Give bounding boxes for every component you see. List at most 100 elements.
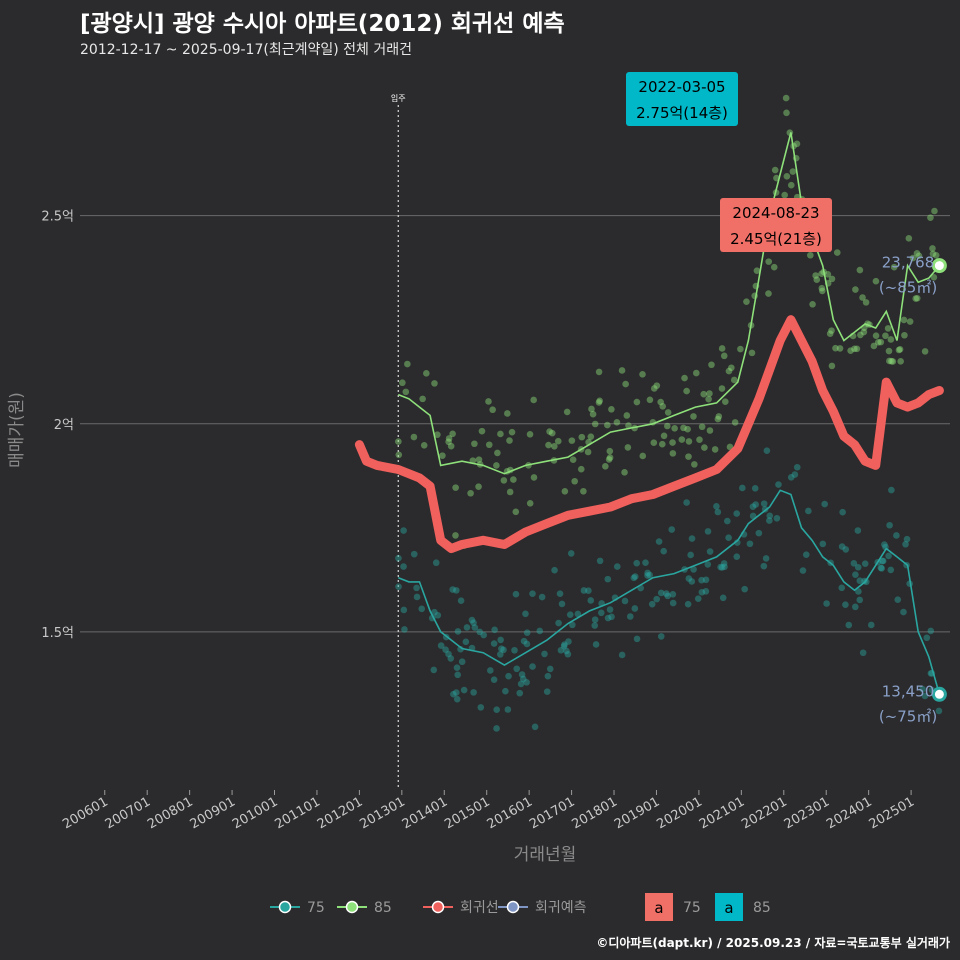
legend-item-label: 85 [374, 900, 392, 916]
transaction-point [847, 347, 854, 354]
transaction-point [708, 361, 715, 369]
transaction-point [807, 251, 814, 259]
transaction-point [720, 352, 728, 360]
transaction-point [836, 345, 844, 352]
transaction-point [646, 396, 654, 404]
transaction-point [453, 695, 461, 703]
transaction-point [733, 510, 741, 517]
transaction-point [789, 168, 797, 175]
transaction-point [460, 686, 468, 694]
transaction-point [468, 616, 476, 624]
callout-date: 2024-08-23 [732, 204, 819, 222]
transaction-point [702, 588, 710, 595]
transaction-point [591, 616, 599, 623]
transaction-point [763, 447, 771, 454]
transaction-point [813, 276, 821, 284]
chart-subtitle: 2012-12-17 ~ 2025-09-17(최근계약일) 전체 거래건 [80, 42, 412, 58]
x-tick-label: 201201 [315, 794, 365, 832]
transaction-point [773, 514, 781, 522]
transaction-point [929, 250, 937, 258]
transaction-point [529, 663, 536, 670]
transaction-point [894, 596, 902, 604]
transaction-point [818, 284, 826, 292]
transaction-point [516, 689, 524, 697]
transaction-point [912, 295, 920, 302]
source-caption: ©디아파트(dapt.kr) / 2025.09.23 / 자료=국토교통부 실… [596, 936, 950, 950]
legend-item-label: 75 [307, 900, 325, 916]
transaction-point [823, 600, 830, 607]
transaction-point [595, 368, 603, 376]
transaction-point [685, 438, 693, 445]
transaction-point [783, 173, 791, 180]
transaction-point [760, 562, 768, 570]
transaction-point [418, 605, 426, 613]
transaction-point [688, 535, 696, 542]
x-tick-label: 200601 [60, 794, 110, 832]
transaction-point [805, 507, 812, 515]
transaction-point [826, 330, 834, 338]
transaction-point [520, 637, 528, 645]
transaction-point [569, 621, 576, 629]
transaction-point [819, 287, 826, 295]
transaction-point [504, 706, 512, 713]
transaction-point [597, 609, 605, 617]
transaction-point [832, 344, 839, 352]
transaction-point [725, 367, 733, 375]
series-85-line [398, 132, 941, 475]
transaction-point [604, 575, 612, 583]
transaction-point [437, 642, 445, 649]
x-tick-label: 200901 [188, 794, 238, 832]
transaction-point [493, 706, 500, 713]
transaction-point [551, 442, 558, 450]
legend-box-letter: a [724, 899, 733, 917]
legend-item-label: 회귀예측 [535, 900, 587, 916]
transaction-point [513, 665, 521, 673]
transaction-point [872, 332, 880, 340]
transaction-point [413, 593, 421, 601]
transaction-point [705, 395, 712, 403]
transaction-point [452, 532, 459, 539]
transaction-point [644, 572, 651, 579]
transaction-point [739, 484, 746, 492]
transaction-point [913, 249, 921, 257]
transaction-point [623, 412, 631, 419]
transaction-point [852, 571, 859, 579]
transaction-point [471, 624, 479, 631]
legend-item-label: 회귀선 [460, 900, 499, 916]
transaction-point [859, 294, 866, 301]
transaction-point [518, 671, 526, 678]
transaction-point [470, 619, 477, 627]
transaction-point [602, 462, 609, 470]
transaction-point [851, 345, 858, 353]
transaction-point [854, 527, 862, 534]
transaction-point [900, 608, 907, 616]
transaction-point [770, 263, 778, 271]
transaction-point [824, 271, 832, 278]
legend-box-label: 85 [753, 900, 771, 916]
transaction-point [659, 403, 667, 410]
transaction-point [556, 590, 564, 598]
transaction-point [842, 601, 849, 609]
transaction-point [669, 599, 677, 607]
transaction-point [833, 249, 841, 256]
legend-box-key [715, 893, 743, 921]
legend-box-label: 75 [683, 900, 701, 916]
transaction-point [591, 622, 599, 629]
transaction-point [434, 611, 442, 619]
transaction-point [475, 456, 483, 463]
transaction-point [902, 540, 909, 548]
transaction-point [888, 357, 895, 365]
x-tick-label: 202201 [739, 794, 789, 832]
transaction-point [604, 421, 611, 429]
transaction-point [580, 587, 588, 594]
x-tick-label: 201501 [442, 794, 492, 832]
transaction-point [728, 364, 735, 372]
transaction-point [886, 357, 893, 365]
transaction-point [799, 567, 807, 574]
transaction-point [700, 390, 708, 398]
transaction-point [913, 294, 921, 302]
transaction-point [596, 397, 603, 405]
transaction-point [787, 181, 795, 189]
transaction-point [657, 633, 665, 640]
transaction-point [506, 488, 514, 496]
